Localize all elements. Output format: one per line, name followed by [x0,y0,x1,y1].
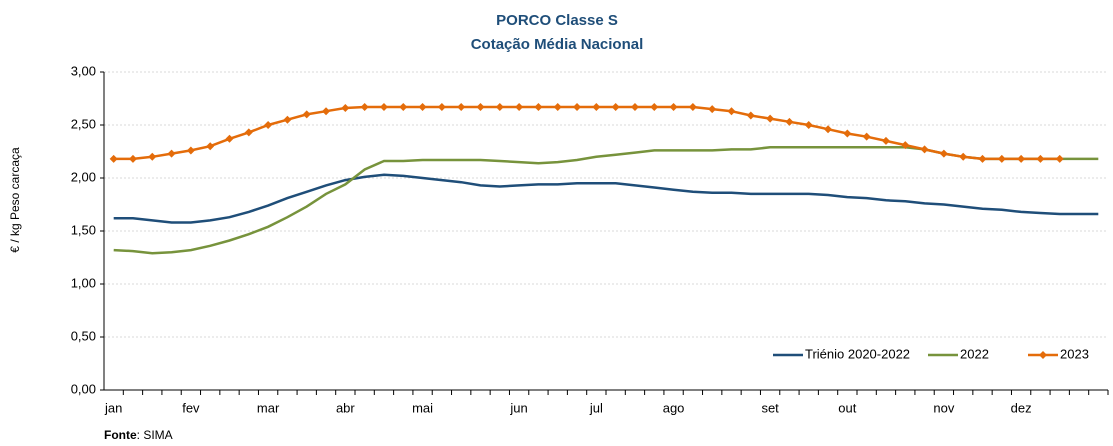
x-tick-label: mar [257,400,280,415]
marker [206,142,215,151]
marker [1017,154,1026,163]
marker [843,129,852,138]
legend-label: 2022 [960,346,989,361]
source-text: : SIMA [137,428,173,442]
x-tick-label: nov [933,400,954,415]
marker [379,102,388,111]
marker [476,102,485,111]
marker [997,154,1006,163]
marker [804,121,813,129]
marker [553,102,562,111]
x-tick-label: jan [104,400,122,415]
marker [225,134,234,143]
marker [630,102,639,111]
marker [1055,154,1064,163]
marker [322,107,331,116]
marker [592,102,601,111]
source: Fonte: SIMA [104,428,173,442]
marker [515,102,524,111]
y-tick-label: 1,50 [71,222,96,237]
marker [264,121,273,129]
marker [418,102,427,111]
series-line [113,146,1099,255]
x-tick-label: jul [589,400,603,415]
marker [148,152,157,161]
marker [766,114,775,123]
marker [534,102,543,111]
marker [244,128,253,137]
y-tick-label: 2,50 [71,116,96,131]
x-tick-label: out [838,400,856,415]
marker [650,102,659,111]
legend-label: 2023 [1060,346,1089,361]
marker [283,115,292,124]
marker [341,104,350,113]
marker [573,102,582,111]
marker [399,102,408,111]
chart-subtitle: Cotação Média Nacional [471,36,644,53]
x-tick-label: jun [509,400,527,415]
x-tick-label: fev [182,400,200,415]
marker [688,102,697,111]
source-label: Fonte [104,428,137,442]
y-axis-label: € / kg Peso carcaça [8,147,22,253]
x-tick-label: mai [412,400,433,415]
series-line [113,105,1060,161]
marker [881,136,890,145]
x-tick-label: dez [1011,400,1032,415]
x-tick-label: ago [663,400,685,415]
marker [611,102,620,111]
marker [862,132,871,141]
series-line [113,173,1099,224]
marker [186,146,195,155]
y-tick-label: 1,00 [71,275,96,290]
marker [978,154,987,163]
marker [785,117,794,126]
marker [959,152,968,161]
marker [1036,154,1045,163]
y-tick-label: 3,00 [71,63,96,78]
legend-marker [1039,351,1047,359]
y-tick-label: 0,00 [71,381,96,396]
marker [109,154,118,163]
marker [457,102,466,111]
marker [360,102,369,111]
marker [669,102,678,111]
marker [920,145,929,154]
marker [901,141,910,150]
marker [167,149,176,158]
marker [824,125,833,134]
y-tick-label: 0,50 [71,328,96,343]
marker [128,154,137,163]
x-tick-label: abr [336,400,355,415]
marker [302,110,311,119]
marker [727,107,736,116]
marker [437,102,446,111]
marker [746,111,755,120]
marker [939,149,948,158]
x-tick-label: set [761,400,779,415]
legend-label: Triénio 2020-2022 [805,346,910,361]
marker [708,105,717,114]
chart-title: PORCO Classe S [496,12,618,29]
marker [495,102,504,111]
y-tick-label: 2,00 [71,169,96,184]
